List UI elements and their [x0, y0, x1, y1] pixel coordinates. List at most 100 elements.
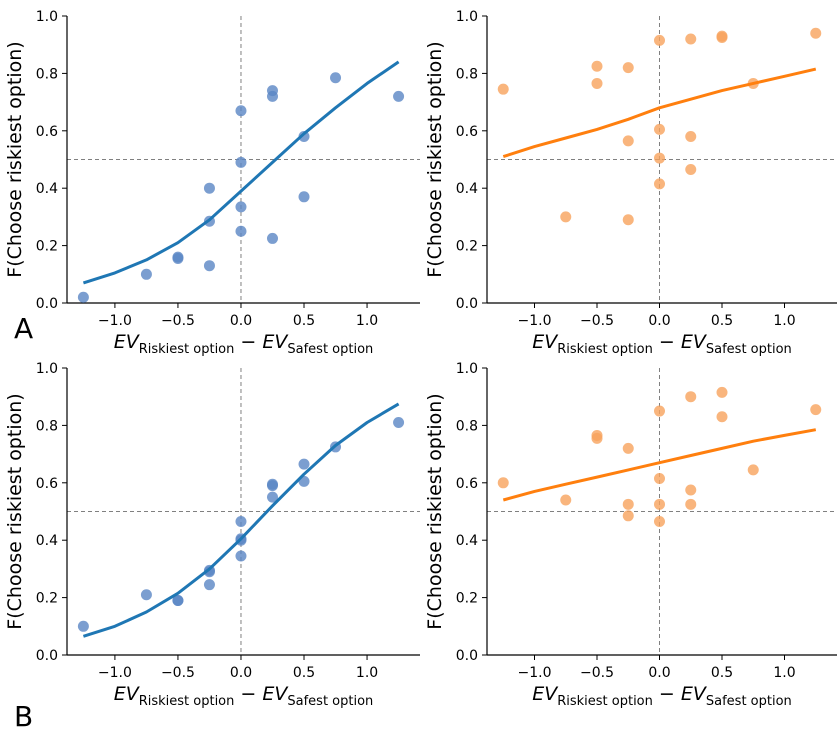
x-tick-label: 1.0	[773, 665, 795, 681]
x-axis-label-part: EV	[681, 331, 708, 353]
data-point	[622, 214, 634, 226]
x-tick-label: −1.0	[518, 313, 552, 329]
data-point	[172, 594, 184, 606]
data-point	[685, 164, 697, 176]
y-tick-label: 0.4	[36, 533, 58, 549]
data-point	[560, 211, 572, 223]
fit-curve	[502, 67, 817, 159]
data-point	[298, 191, 310, 203]
x-tick-label: −1.0	[518, 665, 552, 681]
x-tick-label: −1.0	[98, 665, 132, 681]
data-point	[654, 405, 665, 417]
y-tick-label: 0.2	[36, 239, 58, 255]
x-axis-label-subscript: Safest option	[287, 694, 373, 709]
data-point	[654, 498, 665, 510]
x-axis-label-part: EV	[114, 331, 141, 353]
data-point	[77, 291, 89, 303]
data-point	[235, 105, 247, 117]
y-axis-label: F(Choose riskiest option)	[4, 41, 26, 277]
y-tick-label: 0.2	[36, 591, 58, 607]
x-axis-label-part: −	[234, 331, 262, 353]
data-point	[235, 201, 247, 213]
data-point	[747, 464, 759, 476]
y-tick-label: 0.6	[36, 476, 58, 492]
data-point	[622, 510, 634, 522]
y-tick-label: 0.6	[36, 124, 58, 140]
y-axis-label: F(Choose riskiest option)	[4, 393, 26, 629]
x-tick-label: 1.0	[356, 665, 378, 681]
y-tick-label: 0.8	[36, 66, 58, 82]
x-axis-label-part: −	[653, 331, 681, 353]
y-tick-label: 0.6	[456, 124, 478, 140]
data-point	[654, 516, 665, 528]
subplot-2: 0.0 0.2 0.4 0.6 0.8 1.0 −1.0 −0.5 0.0 0.5 1.0 F(Cho…	[424, 9, 837, 357]
x-tick-label: −1.0	[98, 313, 132, 329]
x-tick-label: 0.0	[648, 313, 670, 329]
x-axis-label-subscript: Safest option	[287, 342, 373, 357]
data-point	[266, 90, 278, 102]
x-tick-label: 0.5	[293, 313, 315, 329]
x-axis-label-subscript: Safest option	[706, 342, 792, 357]
data-point	[203, 182, 215, 194]
data-point	[654, 152, 665, 164]
x-tick-label: 0.0	[230, 313, 252, 329]
data-point	[172, 253, 184, 265]
x-axis-label-subscript: Riskiest option	[557, 694, 653, 709]
y-axis-label: F(Choose riskiest option)	[424, 393, 446, 629]
data-point	[591, 432, 603, 444]
x-tick-label: −0.5	[161, 665, 195, 681]
data-point	[716, 411, 728, 423]
x-axis-label: EVRiskiest option − EVSafest option	[114, 331, 374, 357]
panel-label-a: A	[14, 312, 34, 345]
y-tick-label: 0.2	[456, 591, 478, 607]
data-point	[685, 33, 697, 45]
x-axis-label-part: −	[653, 683, 681, 705]
x-axis-label-subscript: Riskiest option	[139, 694, 235, 709]
x-axis-label-part: EV	[114, 683, 141, 705]
panel-label-b: B	[14, 700, 34, 733]
data-point	[716, 32, 728, 44]
data-point	[298, 458, 310, 470]
x-axis-label-part: EV	[681, 683, 708, 705]
data-point	[685, 391, 697, 403]
y-tick-label: 0.0	[456, 296, 478, 312]
data-point	[235, 225, 247, 237]
subplot-4: 0.0 0.2 0.4 0.6 0.8 1.0 −1.0 −0.5 0.0 0.5 1.0 F(Cho…	[424, 361, 837, 709]
x-axis-label-part: EV	[532, 683, 559, 705]
x-tick-label: 0.0	[230, 665, 252, 681]
y-tick-label: 0.6	[456, 476, 478, 492]
data-point	[654, 123, 665, 135]
data-point	[622, 62, 634, 74]
data-point	[810, 404, 822, 416]
data-point	[810, 27, 822, 39]
fit-curve	[502, 428, 817, 502]
data-point	[266, 480, 278, 492]
x-tick-label: 1.0	[356, 313, 378, 329]
data-point	[77, 620, 89, 632]
y-tick-label: 0.0	[36, 648, 58, 664]
fit-curve	[82, 60, 400, 285]
x-tick-label: 0.5	[711, 665, 733, 681]
data-point	[203, 566, 215, 578]
x-tick-label: 0.5	[711, 313, 733, 329]
subplot-1: 0.0 0.2 0.4 0.6 0.8 1.0 −1.0 −0.5 0.0 0.5 1.0 F(Cho…	[4, 9, 420, 357]
y-tick-label: 0.4	[456, 181, 478, 197]
data-point	[716, 386, 728, 398]
x-tick-label: −0.5	[580, 665, 614, 681]
data-point	[235, 516, 247, 528]
y-tick-label: 0.0	[456, 648, 478, 664]
data-point	[298, 131, 310, 143]
data-point	[497, 477, 509, 489]
x-tick-label: 1.0	[773, 313, 795, 329]
data-point	[654, 34, 665, 46]
x-axis-label-subscript: Safest option	[706, 694, 792, 709]
subplot-3: 0.0 0.2 0.4 0.6 0.8 1.0 −1.0 −0.5 0.0 0.5 1.0 F(Cho…	[4, 361, 420, 709]
y-tick-label: 1.0	[36, 9, 58, 25]
data-point	[266, 232, 278, 244]
y-tick-label: 0.4	[36, 181, 58, 197]
data-point	[140, 589, 152, 601]
x-axis-label: EVRiskiest option − EVSafest option	[532, 331, 792, 357]
x-axis-label-part: EV	[262, 331, 289, 353]
y-axis-label: F(Choose riskiest option)	[424, 41, 446, 277]
fit-curve	[82, 402, 400, 638]
